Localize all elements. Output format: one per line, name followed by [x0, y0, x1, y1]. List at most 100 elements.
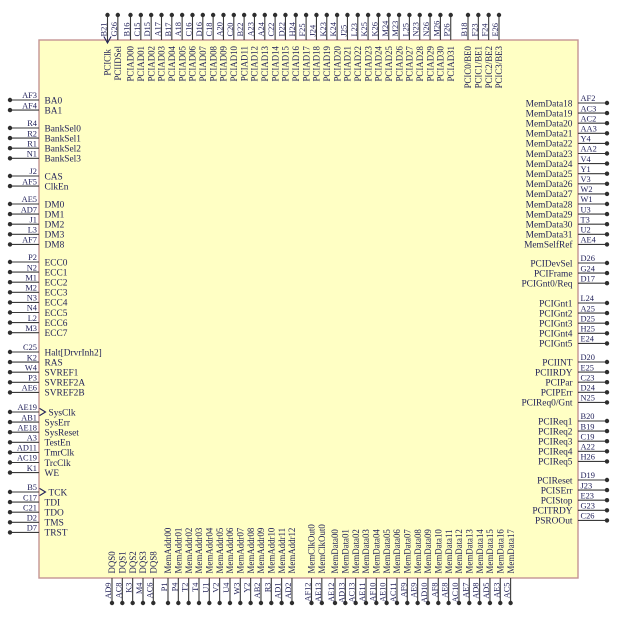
pin-dot [343, 600, 348, 606]
pin-dot [604, 121, 610, 126]
pin-dot [496, 12, 502, 18]
pin-PCIDevSel: D26 PCIDevSel [530, 254, 610, 269]
pin-MemData09: AD10 MemData09 [420, 529, 433, 606]
pin-MemClkOut0: AF12 MemClkOut0 [304, 524, 317, 606]
pin-number: J24 [308, 24, 317, 36]
pin-number: AA2 [581, 145, 597, 154]
pin-dot [604, 508, 610, 513]
pin-number: C26 [581, 512, 595, 521]
pin-number: AD9 [104, 583, 113, 599]
pin-number: AB1 [21, 413, 37, 422]
pin-label: TrcClk [45, 459, 72, 469]
pin-TCK: B5 TCK [7, 483, 68, 498]
pin-dot [7, 97, 13, 103]
pin-dot [604, 341, 610, 346]
pin-number: R4 [27, 119, 38, 128]
pin-number: B19 [581, 422, 595, 431]
pin-dot [7, 409, 13, 415]
pin-label: PCIAD04 [167, 45, 177, 81]
pin-SysReset: AE18 SysReset [7, 423, 79, 439]
pin-PCIPErr: D24 PCIPErr [541, 384, 610, 399]
pin-label: MemData12 [454, 529, 464, 573]
pin-number: K24 [329, 21, 338, 36]
pin-dot [140, 600, 146, 606]
pin-dot [417, 12, 422, 18]
pin-dot [289, 600, 295, 606]
pin-PCIAD28: N23 PCIAD28 [412, 12, 425, 82]
pin-label: PCIClk [103, 48, 113, 75]
pin-label: MemClkOut0 [317, 524, 327, 574]
pin-label: MemData18 [526, 99, 573, 109]
pin-PCIAD12: A23 PCIAD12 [246, 12, 260, 82]
pin-label: MemData02 [351, 529, 361, 573]
pin-ECC6: L2 ECC6 [7, 314, 68, 329]
pin-label: ClkEn [45, 182, 69, 192]
pin-label: PCIIDSel [113, 45, 123, 80]
pin-dot [262, 12, 267, 18]
pin-dot [407, 12, 412, 18]
pin-dot [405, 600, 410, 606]
pin-dot [604, 518, 610, 523]
pin-dot [7, 430, 13, 435]
pin-number: AE4 [581, 236, 597, 245]
pin-label: ECC6 [45, 319, 68, 329]
pin-DM3: L3 DM3 [7, 226, 65, 241]
pin-number: N26 [422, 22, 431, 36]
pin-dot [148, 12, 154, 18]
pin-label: PCIAD28 [415, 45, 425, 81]
pin-label: PCIAD20 [332, 45, 342, 81]
pin-label: TestEn [45, 439, 71, 449]
pin-number: G23 [581, 502, 595, 511]
pin-dot [604, 380, 610, 385]
pin-number: E24 [581, 335, 595, 344]
pin-number: AE19 [17, 403, 37, 412]
pin-label: PCIAD23 [363, 45, 373, 81]
pin-dot [319, 600, 325, 606]
pin-PCIAD16: H24 PCIAD16 [288, 12, 301, 82]
pin-label: TCK [49, 488, 68, 498]
pin-dot [7, 232, 13, 237]
pin-number: B21 [100, 23, 109, 37]
pin-number: A18 [174, 22, 183, 36]
pin-number: E26 [491, 23, 500, 37]
pin-PCIAD26: M23 PCIAD26 [391, 12, 404, 82]
pin-dot [248, 600, 253, 606]
pin-dot [604, 260, 610, 266]
pin-dot [456, 600, 462, 606]
pin-PCIIRDY: E25 PCIIRDY [535, 363, 610, 378]
pin-dot [179, 12, 185, 18]
pin-number: A20 [215, 22, 224, 36]
pin-number: D26 [581, 254, 595, 263]
pin-dot [508, 600, 513, 606]
pin-number: L25 [401, 23, 410, 37]
pin-PCIIDSel: G26 PCIIDSel [110, 12, 123, 81]
pin-label: MemData22 [526, 140, 573, 150]
pin-number: C16 [184, 23, 193, 37]
pin-PCIReq3: C19 PCIReq3 [538, 432, 610, 448]
pin-label: SVREF2A [45, 379, 86, 389]
pin-MemData24: V4 MemData24 [526, 155, 610, 170]
pin-WE: K1 WE [7, 464, 60, 479]
pin-dot [365, 12, 371, 18]
pin-number: B16 [123, 23, 132, 37]
chip-body [38, 39, 579, 579]
pin-MemSelfRef: AE4 MemSelfRef [524, 236, 610, 251]
pin-number: R2 [27, 129, 37, 138]
pin-label: PCIAD05 [177, 45, 187, 81]
pin-dot [165, 600, 171, 606]
pin-label: PCIAD06 [188, 45, 198, 81]
pin-label: MemData06 [392, 529, 402, 574]
pin-label: WE [45, 469, 60, 479]
pin-label: PCIIRDY [535, 368, 573, 378]
pin-dot [604, 191, 610, 197]
pin-dot [293, 12, 298, 18]
pin-dot [238, 600, 243, 606]
pin-label: DM3 [45, 231, 65, 241]
pin-label: PCIC3/BE3 [494, 45, 504, 88]
pin-dot [476, 12, 481, 18]
pin-label: MemData01 [341, 529, 351, 573]
pin-ECC5: N4 ECC5 [7, 304, 68, 319]
pin-label: PCIReq2 [538, 427, 573, 437]
pin-dot [374, 600, 379, 606]
pin-DQS2: K3 DQS2 [125, 551, 138, 606]
